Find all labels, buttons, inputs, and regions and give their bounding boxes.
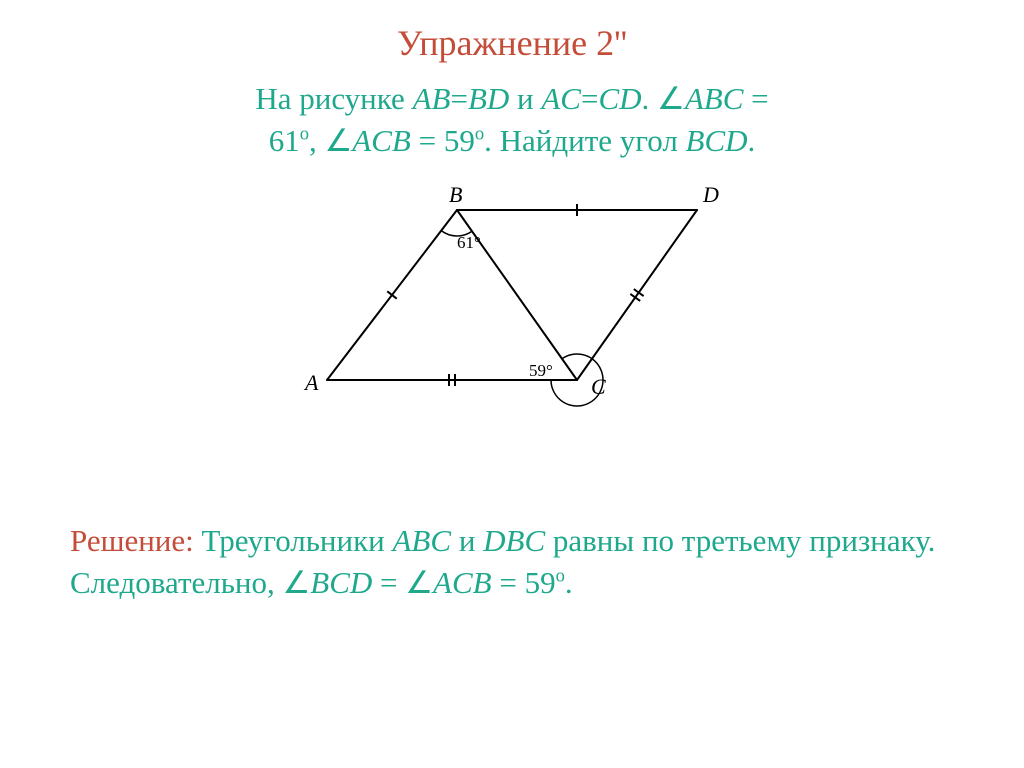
solution-body: Треугольники ABC и DBC равны по третьему… — [70, 523, 935, 600]
svg-text:59°: 59° — [529, 361, 553, 380]
title-text: Упражнение 2'' — [397, 23, 627, 63]
problem-statement: На рисунке AB=BD и AC=CD. ∠ABC = 61o, ∠A… — [70, 78, 954, 162]
svg-text:D: D — [702, 182, 719, 207]
geometry-figure: A B C D 61° 59° — [297, 180, 727, 410]
page-title: Упражнение 2'' — [70, 22, 954, 64]
svg-text:61°: 61° — [457, 233, 481, 252]
solution-block: Решение: Треугольники ABC и DBC равны по… — [70, 520, 954, 604]
svg-text:A: A — [303, 370, 319, 395]
problem-text: На рисунке AB=BD и AC=CD. ∠ABC = 61o, ∠A… — [255, 81, 768, 158]
svg-text:B: B — [449, 182, 462, 207]
svg-text:C: C — [591, 374, 606, 399]
solution-label: Решение: — [70, 523, 194, 558]
